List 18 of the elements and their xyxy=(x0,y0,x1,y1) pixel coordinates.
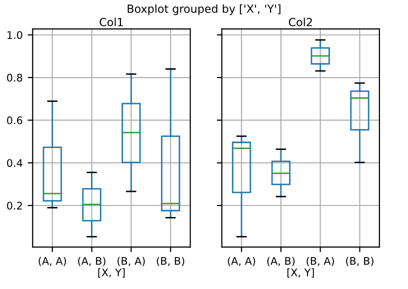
text: Boxplot grouped by ['X', 'Y'] xyxy=(128,4,280,16)
x-tick-label: (A, B) xyxy=(267,256,295,266)
y-tick-label: 0.6 xyxy=(7,116,22,124)
x-tick-label: (B, A) xyxy=(118,256,145,266)
x-tick-label: (B, B) xyxy=(156,256,184,266)
chart-title: Col1 xyxy=(100,18,123,26)
x-axis-title: [X, Y] xyxy=(98,268,125,278)
chart-title: Col2 xyxy=(288,18,312,26)
y-tick-label: 0.4 xyxy=(7,159,22,167)
x-tick-label: (A, B) xyxy=(78,256,106,266)
y-tick-label: 0.8 xyxy=(7,74,22,82)
x-tick-label: (A, A) xyxy=(228,256,256,266)
y-tick-label: 1.0 xyxy=(7,31,22,39)
x-tick-label: (B, B) xyxy=(346,256,374,266)
x-tick-label: (A, A) xyxy=(38,256,66,266)
x-axis-title: [X, Y] xyxy=(287,268,314,278)
y-tick-label: 0.2 xyxy=(7,202,22,210)
x-tick-label: (B, A) xyxy=(306,256,334,266)
